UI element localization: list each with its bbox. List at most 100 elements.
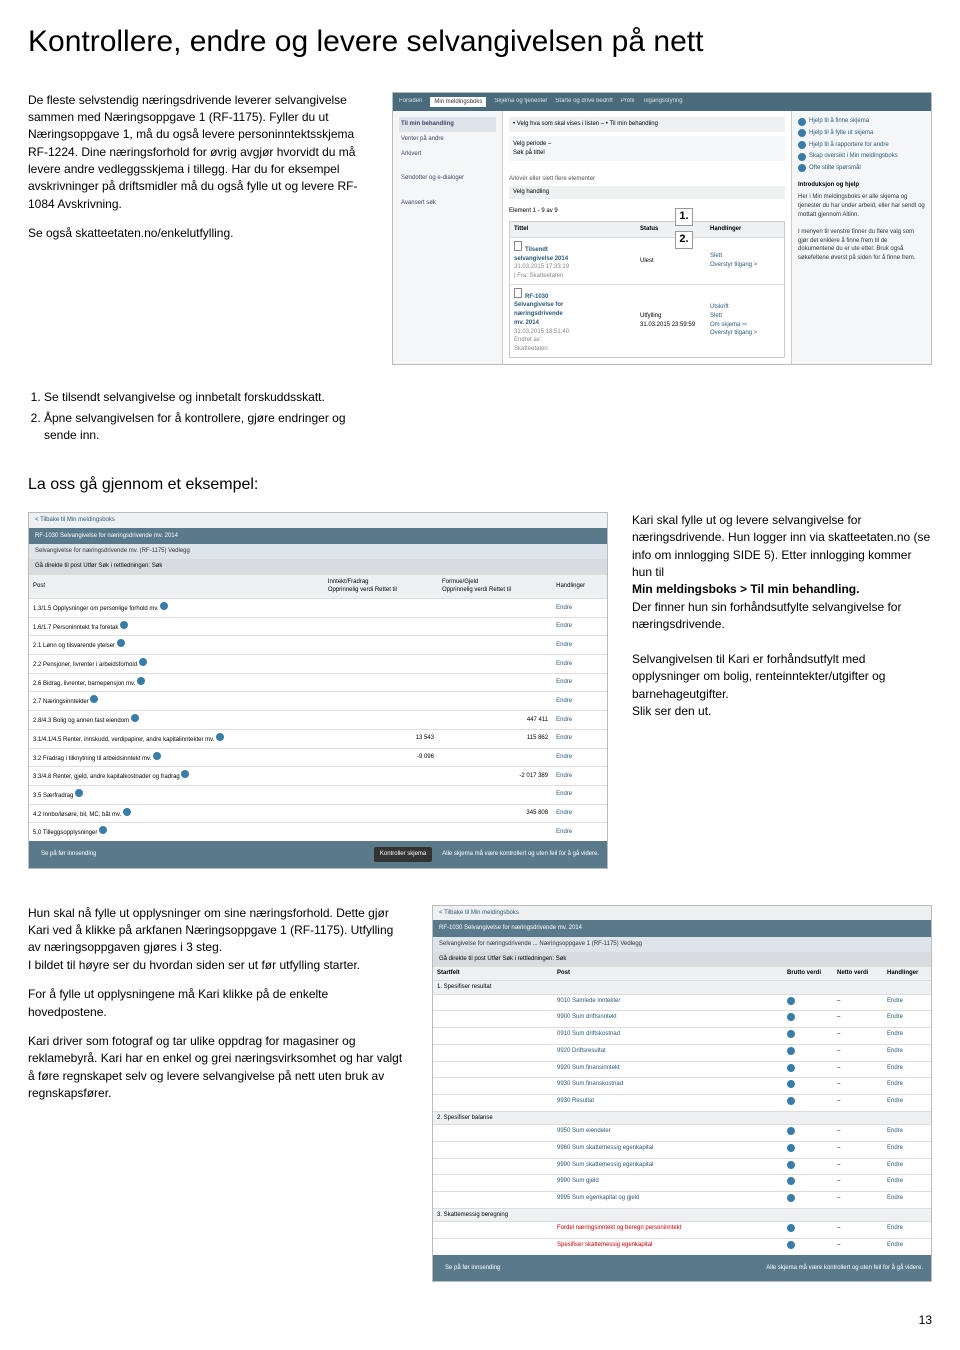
- table-row: 9990 Sum gjeld–Endre: [433, 1174, 931, 1191]
- table-row: 9930 Sum finanskostnad–Endre: [433, 1077, 931, 1094]
- item-actions[interactable]: Slett Overstyr tilgang >: [710, 252, 780, 269]
- group-header: 1. Spesifiser resultat: [433, 980, 931, 994]
- table-row: 2.7 Næringsinntekter Endre: [29, 692, 607, 711]
- help-icon: [798, 118, 806, 126]
- table-row: 5.0 Tilleggsopplysninger Endre: [29, 823, 607, 841]
- screenshot-form: < Tilbake til Min meldingsboks RF-1030 S…: [28, 512, 608, 869]
- step-2: Åpne selvangivelsen for å kontrollere, g…: [44, 410, 368, 445]
- help-link[interactable]: Ofte stilte spørsmål: [809, 164, 861, 173]
- doc-icon: [514, 241, 522, 251]
- footer-note: Alle skjema må være kontrollert og uten …: [766, 1264, 923, 1273]
- table-row: 2.2 Pensjoner, livrenter i arbeidsforhol…: [29, 655, 607, 674]
- item-actions[interactable]: Utskrift Slett Om skjema ⇨ Overstyr tilg…: [710, 303, 780, 338]
- tab-active[interactable]: Min meldingsboks: [430, 97, 486, 108]
- table-row: 9920 Driftsresultat–Endre: [433, 1044, 931, 1061]
- form-tabs[interactable]: Selvangivelse for næringsdrivende ... Næ…: [433, 937, 931, 952]
- marker-2: 2.: [675, 231, 693, 249]
- sidebar-item[interactable]: Venter på andre: [399, 132, 496, 147]
- table-row: 9990 Sum skattemessig egenkapital–Endre: [433, 1158, 931, 1175]
- table-row: 3.5 Særfradrag Endre: [29, 785, 607, 804]
- item-title[interactable]: RF-1030 Selvangivelse for næringsdrivend…: [514, 294, 563, 326]
- table-row: 9950 Sum eiendeler–Endre: [433, 1124, 931, 1141]
- group-header: 3. Skattemessig beregning: [433, 1208, 931, 1222]
- col-hdr: Handlinger: [887, 969, 927, 978]
- example-heading: La oss gå gjennom et eksempel:: [28, 473, 932, 496]
- help-icon: [798, 141, 806, 149]
- tab[interactable]: Profil: [621, 97, 635, 108]
- back-link[interactable]: < Tilbake til Min meldingsboks: [433, 906, 931, 921]
- table-row: 3.1/4.1/4.5 Renter, innskudd, verdipapir…: [29, 729, 607, 748]
- table-row: 2.6 Bidrag, livrenter, barnepensjon mv. …: [29, 673, 607, 692]
- tab[interactable]: Tilgangsstyring: [642, 97, 682, 108]
- intro-p2: Se også skatteetaten.no/enkelutfylling.: [28, 225, 368, 242]
- action-select[interactable]: Velg handling: [509, 186, 785, 199]
- help-icon: [798, 164, 806, 172]
- table-row: 9960 Sum skattemessig egenkapital–Endre: [433, 1141, 931, 1158]
- item-status: Ulest: [640, 257, 710, 266]
- table-row: 9995 Sum egenkapital og gjeld–Endre: [433, 1191, 931, 1208]
- intro-p1: De fleste selvstendig næringsdrivende le…: [28, 92, 368, 214]
- help-text: Her i Min meldingsboks er alle skjema og…: [798, 193, 925, 263]
- page-number: 13: [28, 1312, 932, 1329]
- tab[interactable]: Starte og drive bedrift: [555, 97, 612, 108]
- table-row: 1.3/1.5 Opplysninger om personlige forho…: [29, 599, 607, 618]
- bottom-p1: Hun skal nå fylle ut opplysninger om sin…: [28, 905, 408, 957]
- form-tabs[interactable]: Selvangivelse for næringsdrivende mv. (R…: [29, 544, 607, 559]
- col-hdr: Post: [29, 574, 324, 598]
- table-row: 1.6/1.7 Personinntekt fra foretak Endre: [29, 617, 607, 636]
- list-count: Element 1 - 9 av 9: [509, 207, 785, 216]
- table-row: 9900 Sum driftsinntekt–Endre: [433, 1010, 931, 1027]
- table-row: Fordel næringsinntekt og beregn personin…: [433, 1221, 931, 1238]
- sidebar-item[interactable]: Søndotter og e-dialoger: [399, 171, 496, 186]
- item-meta: 31.03.2015 17:33:19 | Fra: Skatteetaten: [514, 264, 569, 279]
- section-label: Arkivér eller slett flere elementer: [509, 175, 785, 184]
- help-link[interactable]: Hjelp til å rapportere for andre: [809, 141, 889, 150]
- table-row: 3.2 Fradrag i tilknytning til arbeidsinn…: [29, 748, 607, 767]
- page-title: Kontrollere, endre og levere selvangivel…: [28, 20, 932, 64]
- bottom-p2: I bildet til høyre ser du hvordan siden …: [28, 957, 408, 974]
- search-bar[interactable]: Gå direkte til post Utfør Søk i rettledn…: [29, 559, 607, 574]
- validate-button[interactable]: Kontroller skjema: [374, 847, 432, 862]
- tab[interactable]: Forsiden: [399, 97, 422, 108]
- help-title: Introduksjon og hjelp: [798, 181, 925, 190]
- tab[interactable]: Skjema og tjenester: [494, 97, 547, 108]
- sidebar-hdr[interactable]: Til min behandling: [399, 117, 496, 132]
- ex-p1b: Min meldingsboks > Til min behandling.: [632, 582, 859, 596]
- ex-p3: Slik ser den ut.: [632, 703, 932, 720]
- help-link[interactable]: Hjelp til å finne skjema: [809, 117, 869, 126]
- filter-item[interactable]: Velg periode –: [513, 140, 781, 149]
- marker-1: 1.: [675, 208, 693, 226]
- table-row: 2.8/4.3 Bolig og annen fast eiendom 447 …: [29, 711, 607, 730]
- col-hdr: Post: [557, 969, 787, 978]
- table-row: 0910 Sum driftskostnad–Endre: [433, 1027, 931, 1044]
- table-row: 9920 Sum finansinntekt–Endre: [433, 1061, 931, 1078]
- col-hdr: Handlinger: [710, 225, 780, 234]
- step-1: Se tilsendt selvangivelse og innbetalt f…: [44, 389, 368, 406]
- col-hdr: Formue/Gjeld Opprinnelig verdi Rettet ti…: [438, 574, 552, 598]
- table-row: 4.2 Innbo/løsøre, bil, MC, båt mv. 345 8…: [29, 804, 607, 823]
- col-hdr: Startfelt: [437, 969, 557, 978]
- group-header: 2. Spesifiser balanse: [433, 1111, 931, 1125]
- help-link[interactable]: Skap oversikt i Min meldingsboks: [809, 152, 898, 161]
- back-link[interactable]: < Tilbake til Min meldingsboks: [29, 513, 607, 528]
- steps-list: Se tilsendt selvangivelse og innbetalt f…: [44, 389, 368, 445]
- col-hdr: Netto verdi: [837, 969, 887, 978]
- table-row: Spesifiser skattemessig egenkapital–Endr…: [433, 1238, 931, 1255]
- preview-button[interactable]: Se på før innsending: [35, 847, 102, 862]
- table-row: 3.3/4.8 Renter, gjeld, andre kapitalkost…: [29, 767, 607, 786]
- sidebar-item[interactable]: Avansert søk: [399, 196, 496, 211]
- filter-item[interactable]: Søk på tittel: [513, 149, 781, 158]
- help-link[interactable]: Hjelp til å fylle ut skjema: [809, 129, 873, 138]
- ex-p2: Selvangivelsen til Kari er forhåndsutfyl…: [632, 651, 932, 703]
- table-row: 9930 Resultat–Endre: [433, 1094, 931, 1111]
- form-title: RF-1030 Selvangivelse for næringsdrivend…: [29, 528, 607, 545]
- preview-button[interactable]: Se på før innsending: [439, 1261, 506, 1276]
- ex-p1a: Kari skal fylle ut og levere selvangivel…: [632, 513, 930, 579]
- sidebar-item[interactable]: Arkivert: [399, 147, 496, 162]
- doc-icon: [514, 288, 522, 298]
- search-bar[interactable]: Gå direkte til post Utfør Søk i rettledn…: [433, 952, 931, 967]
- item-title[interactable]: Tilsendt selvangivelse 2014: [514, 247, 568, 262]
- item-status: Utfylling 31.03.2015 23:59:59: [640, 312, 710, 329]
- filter-bar: • Velg hva som skal vises i listen – • T…: [509, 117, 785, 132]
- item-meta: 31.03.2015 18:51:40 Endret av: Skatteeta…: [514, 329, 569, 352]
